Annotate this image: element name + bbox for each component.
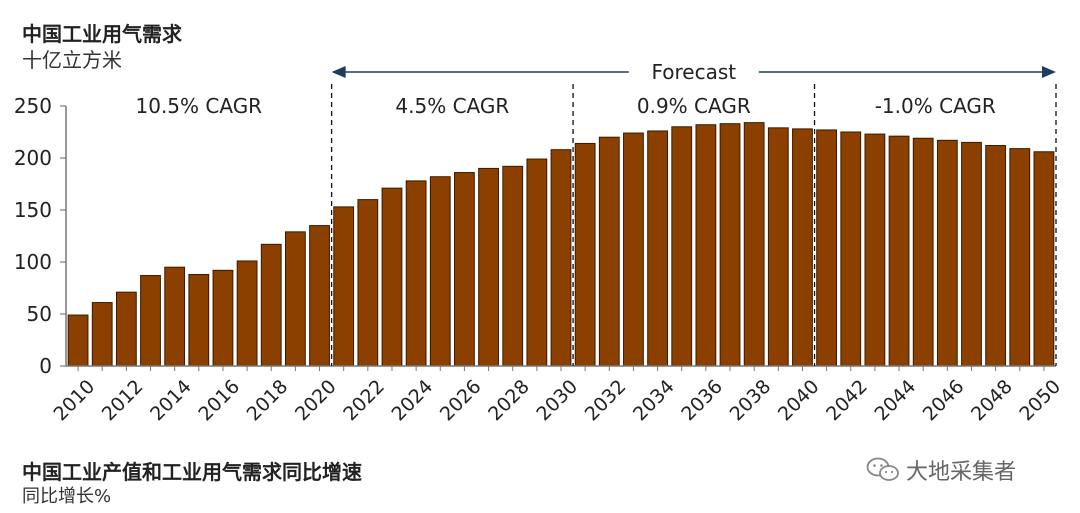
x-tick-label: 2030 bbox=[532, 376, 582, 426]
bar-2012 bbox=[115, 291, 137, 367]
forecast-arrow: Forecast bbox=[331, 60, 1056, 84]
y-tick-label: 200 bbox=[14, 146, 52, 170]
bar-2023 bbox=[381, 187, 403, 367]
chart-unit-label: 十亿立方米 bbox=[22, 48, 122, 72]
bar-2050 bbox=[1033, 151, 1055, 367]
x-tick-label: 2034 bbox=[629, 376, 679, 426]
bar-2039 bbox=[767, 127, 789, 367]
chart-title: 中国工业用气需求 bbox=[22, 22, 182, 46]
y-tick-label: 100 bbox=[14, 250, 52, 274]
x-tick-label: 2036 bbox=[677, 376, 727, 426]
bar-2040 bbox=[792, 128, 813, 367]
next-chart-unit-label: 同比增长% bbox=[22, 486, 112, 507]
bar-2015 bbox=[188, 273, 210, 367]
bar-2041 bbox=[816, 129, 838, 367]
bar-2028 bbox=[502, 165, 524, 367]
bar-2035 bbox=[671, 126, 693, 367]
bar-2031 bbox=[574, 142, 596, 367]
bar-2010 bbox=[67, 314, 89, 367]
period-dividers bbox=[330, 84, 1057, 366]
cagr-label: 10.5% CAGR bbox=[136, 94, 263, 118]
bar-2018 bbox=[260, 243, 282, 367]
bar-2026 bbox=[454, 172, 475, 367]
bar-2038 bbox=[743, 122, 765, 367]
cagr-annotations: 10.5% CAGR 4.5% CAGR 0.9% CAGR -1.0% CAGR bbox=[136, 94, 996, 118]
x-tick-label: 2048 bbox=[967, 376, 1017, 426]
bar-2033 bbox=[623, 132, 644, 367]
bar-2048 bbox=[985, 145, 1007, 367]
bar-2044 bbox=[888, 135, 910, 367]
forecast-label: Forecast bbox=[651, 60, 736, 84]
bar-2022 bbox=[357, 199, 379, 367]
bar-2042 bbox=[840, 131, 862, 367]
bar-2034 bbox=[647, 130, 668, 367]
x-tick-label: 2040 bbox=[774, 376, 824, 426]
bar-2014 bbox=[164, 266, 186, 367]
bar-2020 bbox=[309, 225, 330, 367]
y-tick-label: 50 bbox=[27, 302, 52, 326]
bar-2027 bbox=[478, 167, 499, 367]
x-tick-label: 2044 bbox=[870, 376, 920, 426]
watermark-text: 大地采集者 bbox=[906, 460, 1017, 485]
y-tick-label: 250 bbox=[14, 94, 52, 118]
bar-2016 bbox=[212, 269, 234, 367]
x-tick-label: 2038 bbox=[726, 376, 776, 426]
x-tick-label: 2026 bbox=[436, 376, 486, 426]
bar-2019 bbox=[284, 231, 306, 367]
x-tick-label: 2050 bbox=[1015, 376, 1065, 426]
cagr-label: -1.0% CAGR bbox=[875, 94, 996, 118]
x-tick-label: 2010 bbox=[49, 376, 99, 426]
x-tick-label: 2020 bbox=[291, 376, 341, 426]
watermark: 大地采集者 bbox=[866, 454, 1016, 486]
bar-2037 bbox=[719, 123, 741, 367]
bar-2045 bbox=[912, 137, 934, 367]
x-tick-label: 2018 bbox=[243, 376, 293, 426]
bar-2013 bbox=[140, 275, 161, 367]
bar-2047 bbox=[961, 141, 982, 367]
x-tick-label: 2024 bbox=[388, 376, 438, 426]
forecast-arrowhead-left bbox=[331, 66, 346, 78]
bar-2011 bbox=[91, 302, 113, 367]
bar-2032 bbox=[598, 136, 620, 367]
cagr-label: 4.5% CAGR bbox=[395, 94, 509, 118]
bar-2046 bbox=[936, 139, 958, 367]
x-tick-label: 2042 bbox=[822, 376, 872, 426]
x-tick-label: 2016 bbox=[194, 376, 244, 426]
bar-2043 bbox=[864, 133, 886, 367]
bar-2036 bbox=[695, 124, 717, 367]
x-tick-label: 2014 bbox=[146, 376, 196, 426]
bar-2049 bbox=[1009, 148, 1031, 367]
bar-2030 bbox=[550, 149, 572, 367]
x-tick-label: 2022 bbox=[339, 376, 389, 426]
bar-2021 bbox=[333, 206, 355, 367]
x-tick-label: 2028 bbox=[484, 376, 534, 426]
bar-series bbox=[67, 122, 1055, 367]
x-tick-label: 2032 bbox=[581, 376, 631, 426]
x-tick-label: 2012 bbox=[98, 376, 148, 426]
y-tick-label: 150 bbox=[14, 198, 52, 222]
cagr-label: 0.9% CAGR bbox=[637, 94, 751, 118]
wechat-icon bbox=[866, 457, 899, 481]
y-tick-label: 0 bbox=[39, 354, 52, 378]
bar-2024 bbox=[405, 180, 427, 367]
x-tick-label: 2046 bbox=[919, 376, 969, 426]
bar-2017 bbox=[236, 260, 258, 367]
next-chart-title: 中国工业产值和工业用气需求同比增速 bbox=[22, 460, 362, 484]
bar-2025 bbox=[429, 176, 451, 367]
bar-2029 bbox=[526, 158, 548, 367]
forecast-arrowhead-right bbox=[1042, 66, 1056, 78]
